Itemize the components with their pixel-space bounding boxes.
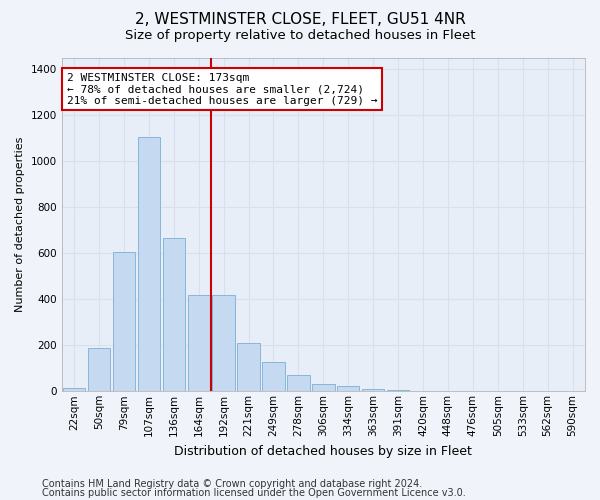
Bar [362, 389, 385, 392]
Bar [88, 348, 110, 392]
Text: 2 WESTMINSTER CLOSE: 173sqm
← 78% of detached houses are smaller (2,724)
21% of : 2 WESTMINSTER CLOSE: 173sqm ← 78% of det… [67, 72, 377, 106]
Bar [137, 137, 160, 392]
Bar [212, 294, 235, 392]
Bar [63, 388, 85, 392]
Text: 2, WESTMINSTER CLOSE, FLEET, GU51 4NR: 2, WESTMINSTER CLOSE, FLEET, GU51 4NR [134, 12, 466, 28]
Bar [337, 386, 359, 392]
Text: Contains HM Land Registry data © Crown copyright and database right 2024.: Contains HM Land Registry data © Crown c… [42, 479, 422, 489]
Bar [262, 362, 285, 392]
Bar [188, 294, 210, 392]
Bar [163, 238, 185, 392]
X-axis label: Distribution of detached houses by size in Fleet: Distribution of detached houses by size … [175, 444, 472, 458]
Bar [238, 343, 260, 392]
Bar [113, 252, 135, 392]
Y-axis label: Number of detached properties: Number of detached properties [15, 136, 25, 312]
Text: Contains public sector information licensed under the Open Government Licence v3: Contains public sector information licen… [42, 488, 466, 498]
Bar [287, 375, 310, 392]
Text: Size of property relative to detached houses in Fleet: Size of property relative to detached ho… [125, 29, 475, 42]
Bar [312, 384, 335, 392]
Bar [387, 390, 409, 392]
